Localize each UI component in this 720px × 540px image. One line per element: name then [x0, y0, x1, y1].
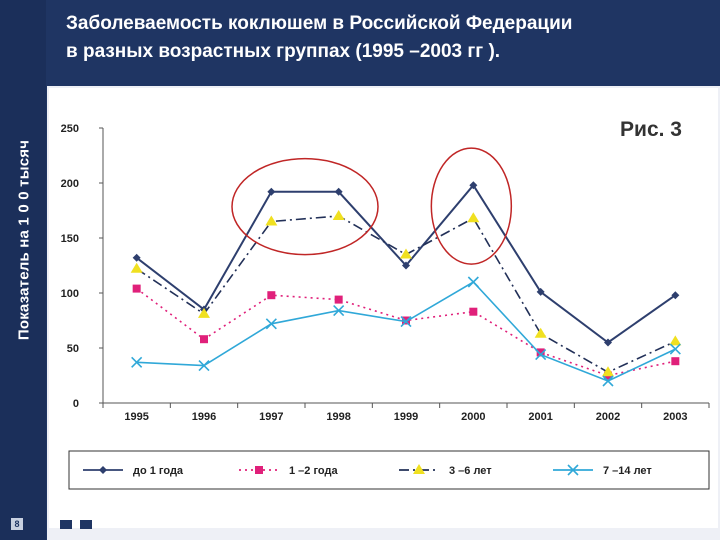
title-line-1: Заболеваемость коклюшем в Российской Фед…	[66, 13, 573, 34]
slide-number: 8	[11, 518, 23, 530]
title-line-2: в разных возрастных группах (1995 –2003 …	[66, 41, 501, 62]
data-point-s1	[132, 253, 141, 262]
data-point-s1	[402, 261, 410, 270]
legend-label-4: 7 –14 лет	[603, 465, 652, 477]
data-point-s1	[671, 291, 680, 300]
legend-label-3: 3 –6 лет	[449, 465, 492, 477]
annotation-ellipse-2	[430, 147, 513, 265]
chart-area: Рис. 3 0 50 100 150 200 250 1995 1996 1997 1998 19…	[49, 88, 718, 528]
y-axis-title: Показатель на 1 0 0 тысяч	[15, 139, 33, 341]
data-point-s2	[536, 348, 545, 357]
data-point-s2	[469, 307, 478, 316]
x-tick-label: 2002	[596, 411, 620, 423]
chart-panel: Рис. 3 0 50 100 150 200 250 1995 1996 1997 1998 19…	[47, 86, 720, 540]
data-point-s4	[467, 276, 479, 288]
nav-square-left	[60, 520, 72, 529]
data-point-s2	[200, 335, 208, 344]
data-point-s2	[267, 291, 276, 300]
data-point-s2	[334, 295, 343, 304]
legend-marker-4	[567, 464, 579, 476]
x-tick-label: 1999	[394, 411, 418, 423]
figure-label: Рис. 3	[620, 118, 682, 141]
legend-label-2: 1 –2 года	[289, 465, 338, 477]
legend-marker-3	[413, 464, 425, 474]
legend-label-1: до 1 года	[133, 465, 184, 477]
x-tick-label: 2000	[461, 411, 485, 423]
data-point-s3	[467, 212, 480, 223]
slide-title: Заболеваемость коклюшем в Российской Фед…	[66, 10, 706, 66]
data-point-s3	[198, 307, 210, 318]
y-tick-label: 0	[73, 398, 79, 410]
x-tick-label: 1998	[326, 411, 350, 423]
data-point-s1	[536, 287, 545, 296]
data-point-s1	[604, 338, 612, 347]
data-point-s3	[130, 262, 143, 273]
x-tick-label: 2001	[528, 411, 552, 423]
data-point-s1	[334, 187, 343, 196]
data-point-s2	[671, 357, 680, 366]
x-tick-label: 1995	[124, 411, 148, 423]
data-point-s3	[400, 248, 412, 259]
data-point-s4	[602, 375, 614, 387]
data-point-s4	[669, 343, 681, 355]
y-tick-label: 200	[61, 178, 79, 190]
legend-box	[68, 450, 710, 490]
y-tick-label: 50	[67, 343, 79, 355]
annotation-ellipse-1	[231, 157, 379, 256]
data-point-s4	[400, 316, 412, 328]
x-tick-label: 2003	[663, 411, 687, 423]
x-tick-label: 1996	[192, 411, 216, 423]
nav-square-right	[80, 520, 92, 529]
data-point-s3	[332, 210, 345, 220]
chart-svg: 0 50 100 150 200 250 1995 1996 1997 1998 1999 2000 2…	[61, 123, 710, 490]
legend-marker-2	[255, 466, 263, 474]
y-tick-label: 150	[61, 233, 79, 245]
data-point-s4	[265, 318, 277, 330]
data-point-s3	[265, 215, 278, 226]
data-point-s3	[534, 327, 547, 338]
data-point-s1	[267, 187, 276, 196]
data-point-s4	[198, 360, 210, 372]
series-line-3	[136, 215, 676, 374]
data-point-s2	[132, 284, 141, 293]
data-point-s4	[535, 349, 547, 361]
y-tick-label: 100	[61, 288, 79, 300]
x-tick-label: 1997	[259, 411, 283, 423]
data-point-s3	[602, 366, 614, 377]
data-point-s4	[333, 305, 345, 317]
data-point-s1	[469, 181, 478, 190]
y-tick-label: 250	[61, 123, 79, 135]
legend-marker-1	[99, 466, 107, 474]
data-point-s4	[131, 356, 143, 368]
data-point-s3	[669, 335, 682, 346]
left-strip	[0, 0, 46, 540]
